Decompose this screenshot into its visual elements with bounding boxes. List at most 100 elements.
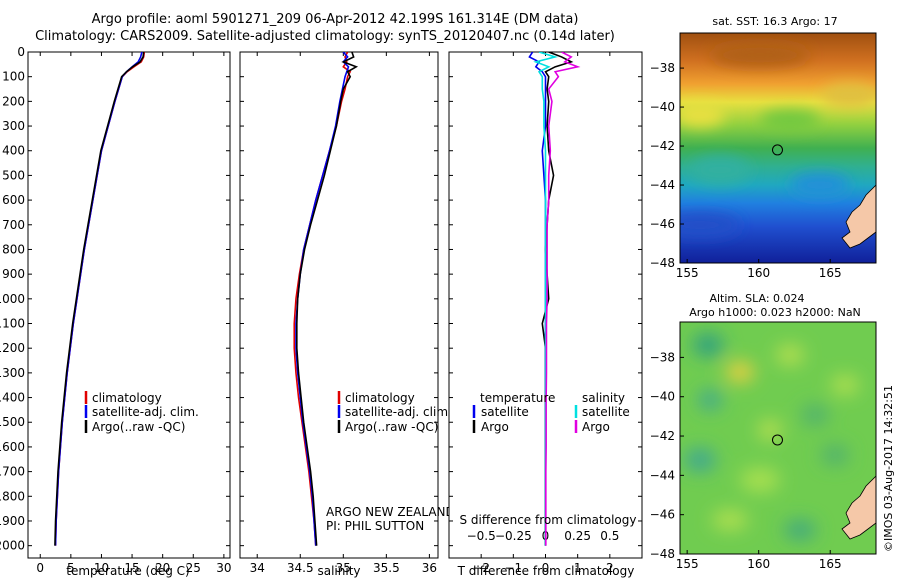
- s-difference-label: S difference from climatology: [460, 513, 637, 527]
- series-line: [295, 52, 350, 546]
- difference-panel: −2 −1 0 1 2−0.5 −0.25 0 0.25 0.5 temperature sal…: [448, 51, 643, 578]
- sst-map-title: sat. SST: 16.3 Argo: 17: [712, 15, 837, 28]
- legend-temperature-heading: temperature: [480, 391, 555, 405]
- legend-climatology-label: climatology: [92, 391, 162, 405]
- legend-climatology-label-2: climatology: [345, 391, 415, 405]
- s-diff-tick-label: −0.25: [495, 529, 532, 543]
- salinity-axes-frame: [239, 51, 439, 559]
- sla-field: [680, 322, 876, 554]
- title-line-1: Argo profile: aoml 5901271_209 06-Apr-20…: [92, 12, 579, 27]
- credit-text: ©IMOS 03-Aug-2017 14:32:51: [882, 385, 895, 552]
- y-tick-label: 200: [2, 94, 25, 108]
- salinity-panel: 34 34.5 35 35.5 36 climatology satellite-adj…: [239, 51, 455, 578]
- sla-map-title-1: Altim. SLA: 0.024: [709, 292, 804, 305]
- sst-field: [680, 33, 876, 263]
- y-tick-label: 800: [2, 242, 25, 256]
- map-y-tick-label: −42: [650, 429, 675, 443]
- y-tick-label: 500: [2, 168, 25, 182]
- y-tick-label: 1100: [0, 317, 25, 331]
- x-tick-label: 5: [67, 561, 75, 575]
- y-tick-label: 600: [2, 193, 25, 207]
- temperature-xlabel: temperature (deg C): [66, 564, 189, 578]
- difference-legend: temperature salinity satellite Argo sate…: [472, 391, 630, 434]
- sla-map: Altim. SLA: 0.024 Argo h1000: 0.023 h200…: [650, 292, 877, 571]
- sla-map-frame: [679, 321, 877, 555]
- salinity-legend: climatology satellite-adj. clim. Argo(..…: [337, 391, 452, 434]
- x-tick-label: 25: [186, 561, 201, 575]
- y-tick-label: 1800: [0, 489, 25, 503]
- argo-position-marker-2: [771, 434, 783, 446]
- x-tick-label: 34.5: [287, 561, 314, 575]
- x-tick-label: 34: [250, 561, 265, 575]
- map-x-tick-label: 155: [676, 266, 699, 280]
- salinity-ticks: 34 34.5 35 35.5 36: [240, 51, 438, 575]
- map-y-tick-label: −40: [650, 390, 675, 404]
- x-tick-label: 15: [124, 561, 139, 575]
- x-tick-label: 2: [606, 561, 614, 575]
- series-line: [545, 52, 581, 546]
- s-diff-tick-label: 0.5: [600, 529, 619, 543]
- s-diff-tick-label: 0.25: [564, 529, 591, 543]
- x-tick-label: 36: [422, 561, 437, 575]
- legend-t-satellite-label: satellite: [481, 405, 529, 419]
- y-tick-label: 1900: [0, 514, 25, 528]
- map-x-tick-label: 160: [747, 266, 770, 280]
- map-y-tick-label: −46: [650, 508, 675, 522]
- map-y-tick-label: −44: [650, 178, 675, 192]
- temperature-legend: climatology satellite-adj. clim. Argo(..…: [84, 391, 199, 434]
- y-tick-label: 1600: [0, 440, 25, 454]
- legend-salinity-heading: salinity: [582, 391, 625, 405]
- series-line: [54, 52, 145, 546]
- x-tick-label: 0: [36, 561, 44, 575]
- x-tick-label: 35.5: [373, 561, 400, 575]
- y-tick-label: 1000: [0, 292, 25, 306]
- map-y-tick-label: −48: [650, 547, 675, 561]
- map-y-tick-label: −38: [650, 61, 675, 75]
- y-tick-label: 1300: [0, 366, 25, 380]
- temperature-profiles: [54, 52, 146, 546]
- legend-argo-label: Argo(..raw -QC): [92, 420, 185, 434]
- map-x-tick-label: 155: [676, 557, 699, 571]
- temperature-ticks: 0100200300400500600700800900100011001200…: [0, 45, 232, 575]
- y-tick-label: 400: [2, 144, 25, 158]
- x-tick-label: −1: [504, 561, 522, 575]
- annotation-line-1: ARGO NEW ZEALAND: [326, 505, 455, 519]
- map-y-tick-label: −40: [650, 100, 675, 114]
- sla-map-ticks: 155 160 165 −38 −40 −42 −44 −46 −48: [650, 350, 842, 571]
- x-tick-label: 35: [336, 561, 351, 575]
- s-diff-tick-label: −0.5: [467, 529, 496, 543]
- y-tick-label: 2000: [0, 539, 25, 553]
- legend-satellite-label: satellite-adj. clim.: [92, 405, 199, 419]
- difference-profiles: [528, 52, 581, 546]
- map-y-tick-label: −46: [650, 217, 675, 231]
- sla-map-title-2: Argo h1000: 0.023 h2000: NaN: [689, 306, 861, 319]
- map-y-tick-label: −44: [650, 468, 675, 482]
- sst-map-ticks: 155 160 165 −38 −40 −42 −44 −46 −48: [650, 61, 842, 280]
- x-tick-label: 1: [574, 561, 582, 575]
- series-line: [296, 52, 359, 546]
- y-tick-label: 1400: [0, 391, 25, 405]
- x-tick-label: 0: [542, 561, 550, 575]
- map-y-tick-label: −48: [650, 256, 675, 270]
- argo-position-marker: [771, 144, 783, 156]
- y-tick-label: 0: [17, 45, 25, 59]
- map-y-tick-label: −38: [650, 350, 675, 364]
- y-tick-label: 300: [2, 119, 25, 133]
- map-x-tick-label: 160: [747, 557, 770, 571]
- y-tick-label: 1700: [0, 465, 25, 479]
- legend-s-argo-label: Argo: [582, 420, 610, 434]
- legend-t-argo-label: Argo: [481, 420, 509, 434]
- y-tick-label: 100: [2, 70, 25, 84]
- salinity-xlabel: salinity: [317, 564, 360, 578]
- difference-xlabel: T difference from climatology: [457, 564, 635, 578]
- map-y-tick-label: −42: [650, 139, 675, 153]
- y-tick-label: 1500: [0, 415, 25, 429]
- y-tick-label: 1200: [0, 341, 25, 355]
- y-tick-label: 700: [2, 218, 25, 232]
- x-tick-label: 20: [155, 561, 170, 575]
- map-x-tick-label: 165: [819, 266, 842, 280]
- sst-map-frame: [679, 32, 877, 264]
- x-tick-label: 30: [216, 561, 231, 575]
- temperature-panel: 0100200300400500600700800900100011001200…: [0, 45, 232, 578]
